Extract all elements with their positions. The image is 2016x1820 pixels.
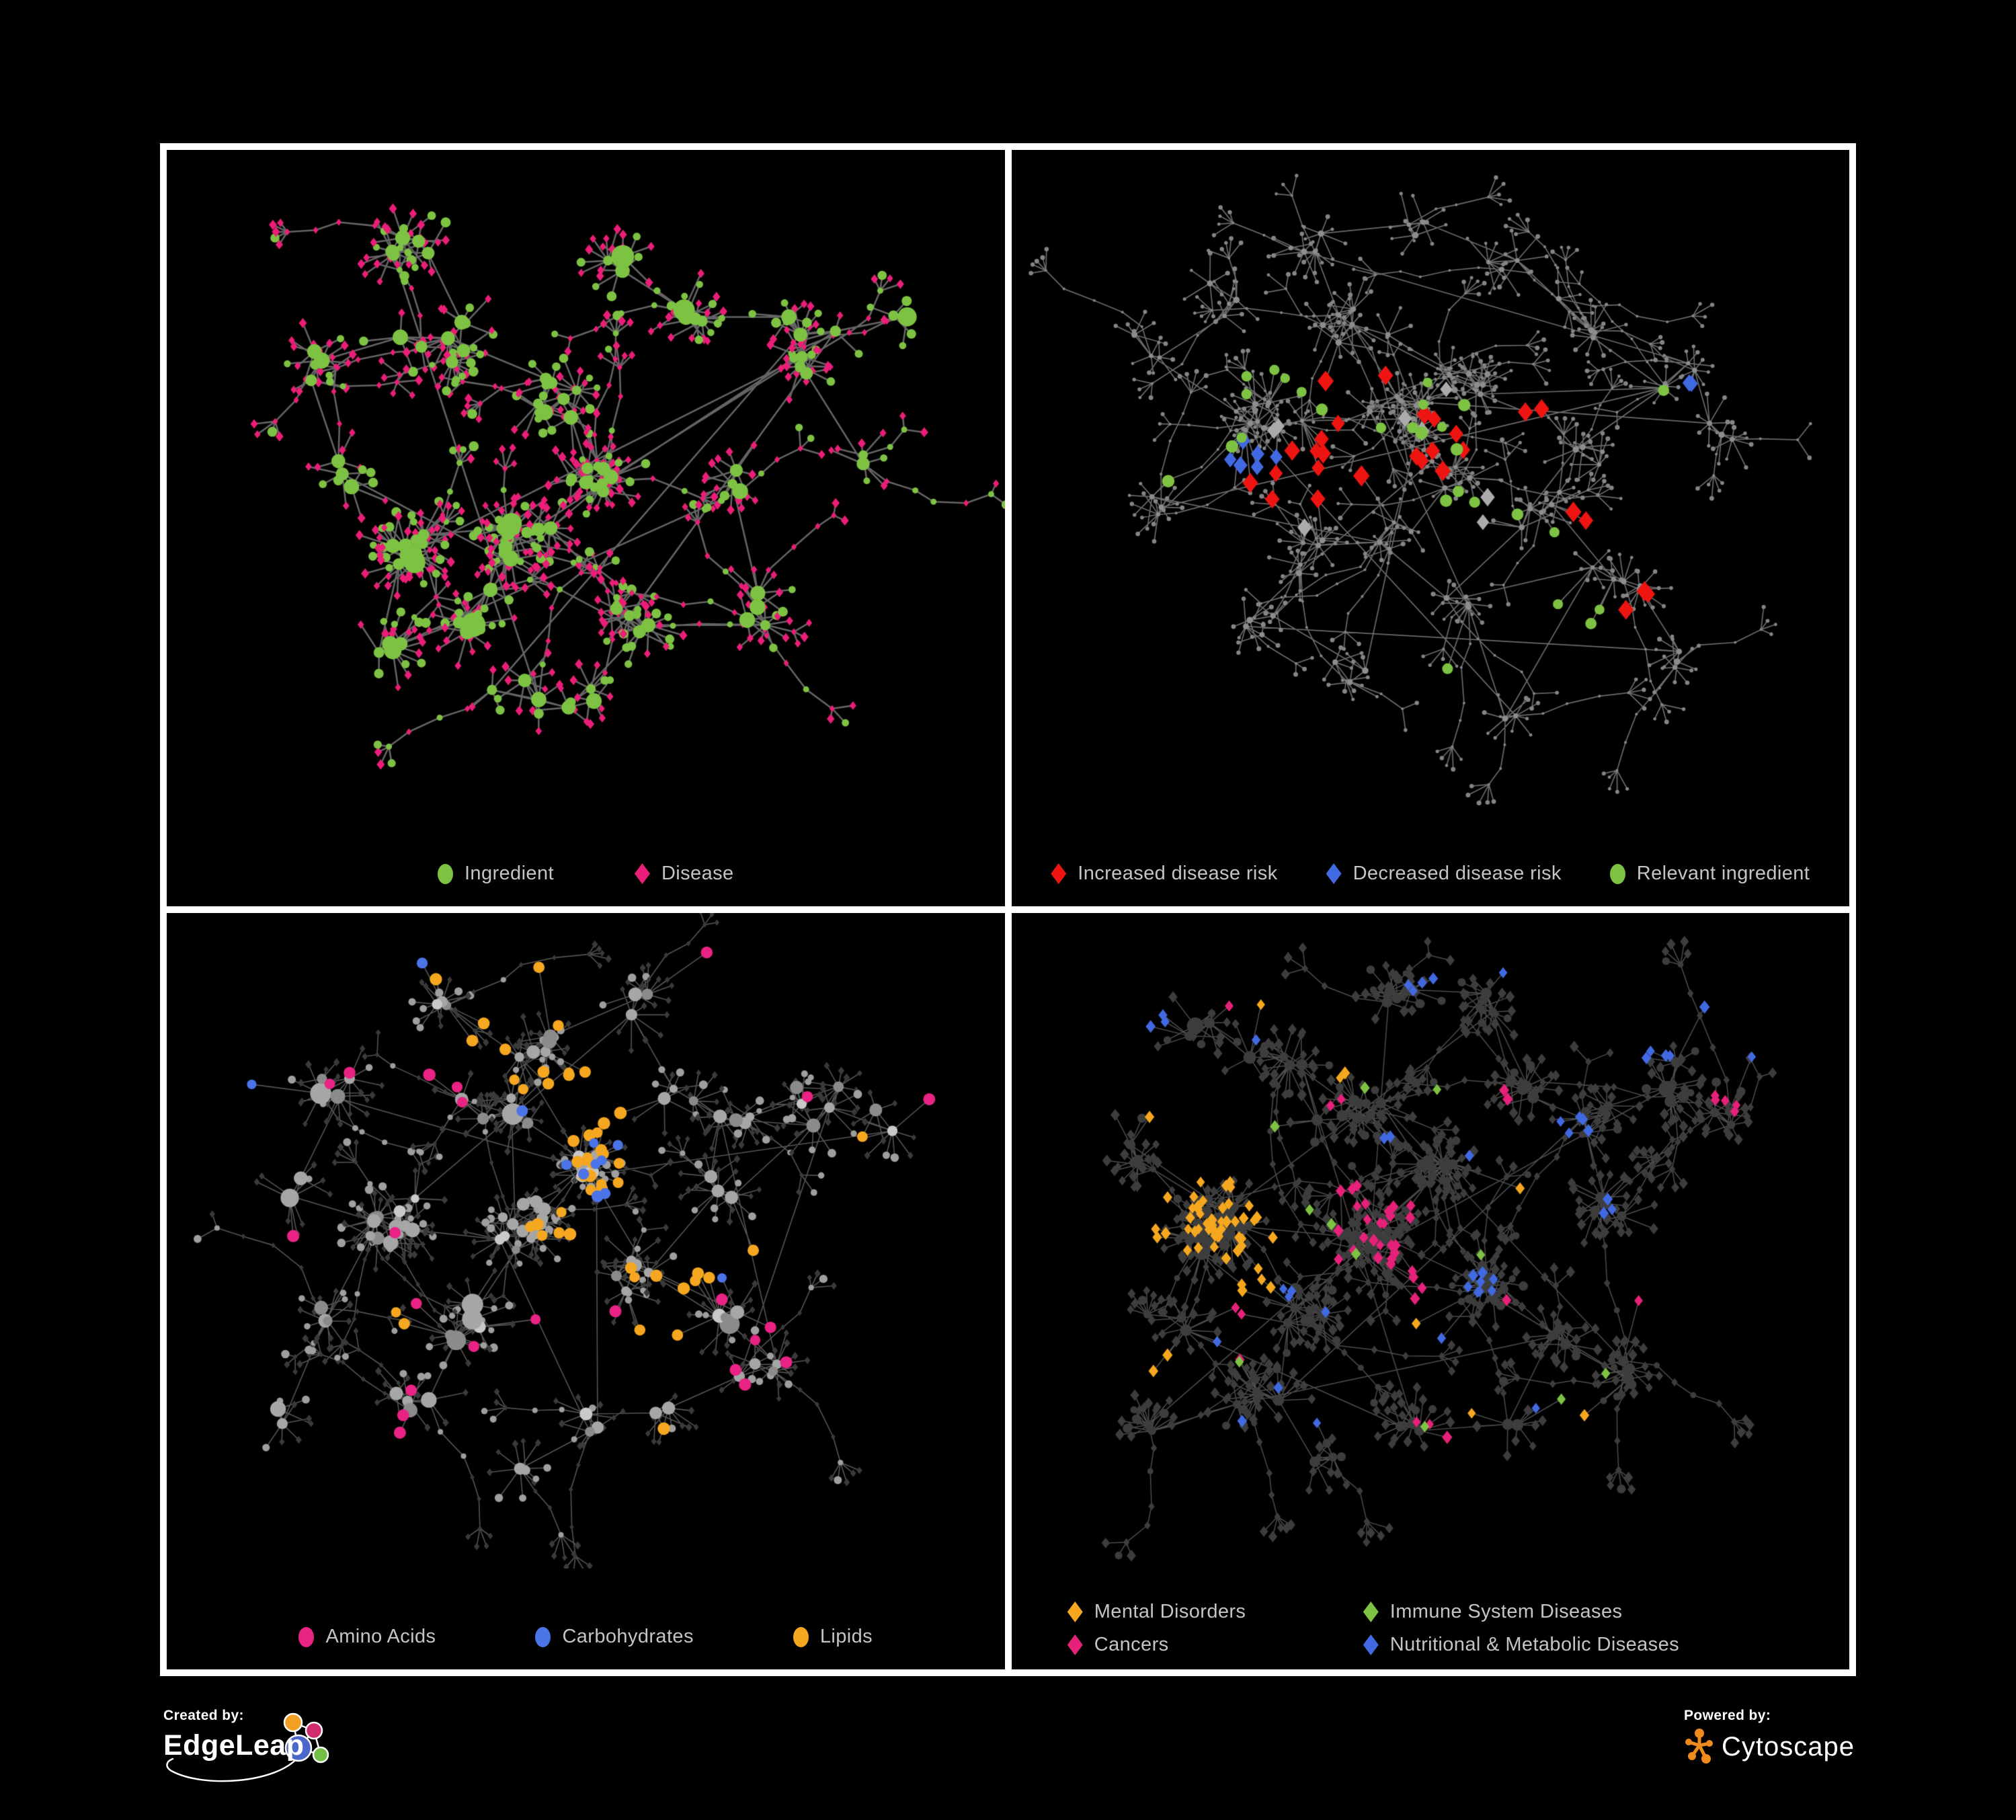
powered-by-block: Powered by: Cytoscape bbox=[1684, 1708, 1859, 1766]
legend-item-mental-disorders: Mental Disorders bbox=[1067, 1601, 1363, 1623]
edgeleap-logo-icon bbox=[166, 1712, 329, 1782]
legend-item-immune-system-diseases: Immune System Diseases bbox=[1363, 1601, 1793, 1623]
network-grid: Ingredient Disease Increased disease ris… bbox=[160, 143, 1856, 1676]
panel-ingredient-disease: Ingredient Disease bbox=[167, 150, 1005, 906]
created-by-label: Created by: bbox=[163, 1708, 244, 1723]
relevant-ingredient-circle-icon bbox=[1609, 863, 1625, 884]
legend-item-cancers: Cancers bbox=[1067, 1634, 1363, 1656]
mental-disorders-diamond-icon bbox=[1067, 1601, 1083, 1622]
amino-acids-circle-icon bbox=[298, 1626, 315, 1647]
legend-item-amino-acids: Amino Acids bbox=[298, 1626, 436, 1648]
lipids-circle-icon bbox=[793, 1626, 809, 1647]
nutritional-metabolic-diamond-icon bbox=[1363, 1634, 1379, 1655]
legend-item-lipids: Lipids bbox=[793, 1626, 873, 1648]
legend-item-carbohydrates: Carbohydrates bbox=[535, 1626, 693, 1648]
legend-item-nutritional-metabolic-diseases: Nutritional & Metabolic Diseases bbox=[1363, 1634, 1793, 1656]
disease-classes-network-canvas bbox=[1011, 913, 1849, 1569]
legend-item-relevant-ingredient: Relevant ingredient bbox=[1609, 863, 1810, 885]
legend-label: Lipids bbox=[819, 1626, 873, 1647]
legend-label: Cancers bbox=[1094, 1634, 1169, 1655]
ingredient-classes-legend: Amino Acids Carbohydrates Lipids bbox=[167, 1626, 1005, 1648]
cytoscape-logo-icon bbox=[1685, 1729, 1713, 1764]
legend-label: Nutritional & Metabolic Diseases bbox=[1389, 1634, 1680, 1655]
legend-item-ingredient: Ingredient bbox=[437, 863, 554, 885]
increased-risk-diamond-icon bbox=[1051, 863, 1067, 884]
legend-item-increased-risk: Increased disease risk bbox=[1051, 863, 1277, 885]
disease-classes-legend: Mental Disorders Immune System Diseases … bbox=[1012, 1601, 1850, 1656]
legend-item-decreased-risk: Decreased disease risk bbox=[1326, 863, 1562, 885]
legend-label: Ingredient bbox=[464, 863, 554, 884]
ingredient-circle-icon bbox=[437, 863, 453, 884]
ingredient-classes-network-canvas bbox=[167, 913, 1005, 1569]
disease-risk-legend: Increased disease risk Decreased disease… bbox=[1012, 863, 1850, 885]
created-by-block: Created by: EdgeLeap bbox=[163, 1708, 345, 1802]
legend-label: Carbohydrates bbox=[562, 1626, 694, 1647]
carbohydrates-circle-icon bbox=[535, 1626, 551, 1647]
legend-label: Decreased disease risk bbox=[1353, 863, 1562, 884]
decreased-risk-diamond-icon bbox=[1326, 863, 1342, 884]
panel-ingredient-classes: Amino Acids Carbohydrates Lipids bbox=[167, 913, 1005, 1669]
legend-label: Disease bbox=[661, 863, 734, 884]
legend-label: Immune System Diseases bbox=[1389, 1601, 1623, 1622]
cytoscape-wordmark: Cytoscape bbox=[1722, 1731, 1855, 1762]
legend-item-disease: Disease bbox=[634, 863, 734, 885]
panel-disease-classes: Mental Disorders Immune System Diseases … bbox=[1011, 913, 1850, 1669]
powered-by-label: Powered by: bbox=[1684, 1708, 1771, 1723]
legend-label: Increased disease risk bbox=[1078, 863, 1278, 884]
legend-label: Amino Acids bbox=[325, 1626, 436, 1647]
legend-label: Mental Disorders bbox=[1094, 1601, 1246, 1622]
panel-disease-risk: Increased disease risk Decreased disease… bbox=[1011, 150, 1850, 906]
legend-label: Relevant ingredient bbox=[1636, 863, 1810, 884]
disease-risk-network-canvas bbox=[1011, 150, 1849, 805]
cancers-diamond-icon bbox=[1067, 1634, 1083, 1655]
edgeleap-wordmark: EdgeLeap bbox=[163, 1729, 305, 1762]
disease-diamond-icon bbox=[634, 863, 650, 884]
ingredient-disease-legend: Ingredient Disease bbox=[167, 863, 1005, 885]
ingredient-disease-network-canvas bbox=[167, 150, 1005, 805]
immune-system-diseases-diamond-icon bbox=[1363, 1601, 1379, 1622]
